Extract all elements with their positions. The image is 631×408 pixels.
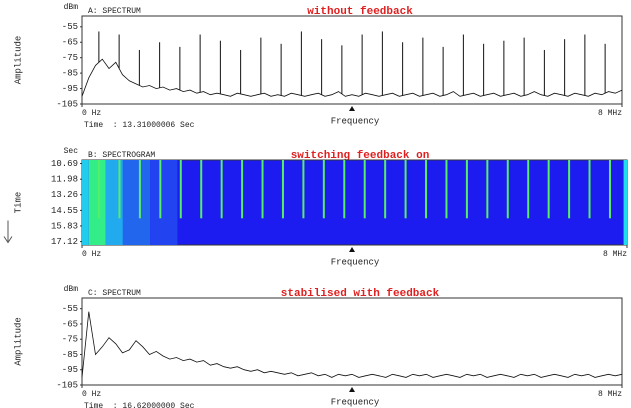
- spectrum-trace: [81, 311, 623, 378]
- y-tick-label: -95: [62, 84, 78, 94]
- y-axis-label: Amplitude: [13, 36, 23, 85]
- y-unit: Sec: [64, 147, 79, 156]
- spectrogram-line: [425, 160, 428, 219]
- panel-title: B: SPECTROGRAM: [88, 151, 155, 160]
- spectrogram-line: [261, 160, 264, 219]
- spectrogram-line: [527, 160, 530, 219]
- spectrogram-line: [302, 160, 305, 219]
- y-tick-label: -75: [62, 53, 78, 63]
- spectrogram-line: [179, 160, 182, 219]
- y-tick-label: 15.83: [51, 221, 78, 231]
- y-tick-label: 10.69: [51, 159, 78, 169]
- spectrogram-line: [445, 160, 448, 219]
- spectrogram-line: [547, 160, 550, 219]
- x-tick-label: 8 MHz: [603, 250, 627, 259]
- spectrogram-region: [623, 160, 627, 245]
- x-tick-label: 0 Hz: [82, 390, 101, 399]
- x-tick-label: 0 Hz: [82, 109, 101, 118]
- x-tick-label: 8 MHz: [598, 390, 622, 399]
- spectrogram-line: [568, 160, 571, 219]
- y-unit: dBm: [64, 3, 79, 12]
- spectrogram-line: [281, 160, 284, 219]
- annotation: switching feedback on: [291, 150, 430, 162]
- x-tick-label: 8 MHz: [598, 109, 622, 118]
- spectrogram-line: [506, 160, 509, 219]
- x-axis-label: Frequency: [331, 116, 380, 126]
- plot-frame: [81, 15, 623, 105]
- y-tick-label: 14.55: [51, 206, 78, 216]
- spectrum-trace: [81, 58, 623, 97]
- spectrogram-line: [588, 160, 591, 219]
- spectrogram-line: [384, 160, 387, 219]
- annotation: without feedback: [307, 6, 413, 18]
- y-tick-label: -65: [62, 319, 78, 329]
- y-axis-label: Amplitude: [13, 317, 23, 366]
- time-label: Time : 13.31000006 Sec: [84, 121, 195, 130]
- panel-title: A: SPECTRUM: [88, 7, 141, 16]
- spectrogram-region: [150, 160, 178, 245]
- y-tick-label: -65: [62, 38, 78, 48]
- spectrogram-line: [465, 160, 468, 219]
- y-tick-label: -95: [62, 365, 78, 375]
- spectrogram-line: [343, 160, 346, 219]
- y-tick-label: -105: [56, 99, 78, 109]
- spectrogram-line: [159, 160, 162, 219]
- spectrogram-line: [98, 160, 101, 219]
- time-label: Time : 16.62000000 Sec: [84, 402, 195, 408]
- center-marker: [349, 106, 355, 111]
- spectrogram-line: [486, 160, 489, 219]
- annotation: stabilised with feedback: [281, 288, 440, 300]
- spectrogram-region: [88, 160, 106, 245]
- x-tick-label: 0 Hz: [82, 250, 101, 259]
- spectrogram-region: [82, 160, 89, 245]
- panel-title: C: SPECTRUM: [88, 289, 141, 298]
- spectrogram-line: [118, 160, 121, 219]
- spectrogram-line: [608, 160, 611, 219]
- y-axis-label: Time: [13, 192, 23, 214]
- y-tick-label: -75: [62, 335, 78, 345]
- spectrogram-line: [363, 160, 366, 219]
- spectrogram-region: [122, 160, 151, 245]
- y-unit: dBm: [64, 285, 79, 294]
- x-axis-label: Frequency: [331, 257, 380, 267]
- center-marker: [349, 247, 355, 252]
- y-tick-label: -55: [62, 22, 78, 32]
- y-tick-label: 13.26: [51, 190, 78, 200]
- time-arrow: [3, 220, 13, 244]
- spectrogram-line: [220, 160, 223, 219]
- spectrogram-line: [138, 160, 141, 219]
- y-tick-label: -55: [62, 304, 78, 314]
- spectrogram-line: [404, 160, 407, 219]
- spectrogram-line: [322, 160, 325, 219]
- y-tick-label: -105: [56, 380, 78, 390]
- y-tick-label: -85: [62, 68, 78, 78]
- center-marker: [349, 387, 355, 392]
- y-tick-label: 11.98: [51, 175, 78, 185]
- plot-frame: [81, 297, 623, 386]
- x-axis-label: Frequency: [331, 397, 380, 407]
- spectrogram-line: [241, 160, 244, 219]
- y-tick-label: -85: [62, 350, 78, 360]
- spectrogram-line: [200, 160, 203, 219]
- y-tick-label: 17.12: [51, 237, 78, 247]
